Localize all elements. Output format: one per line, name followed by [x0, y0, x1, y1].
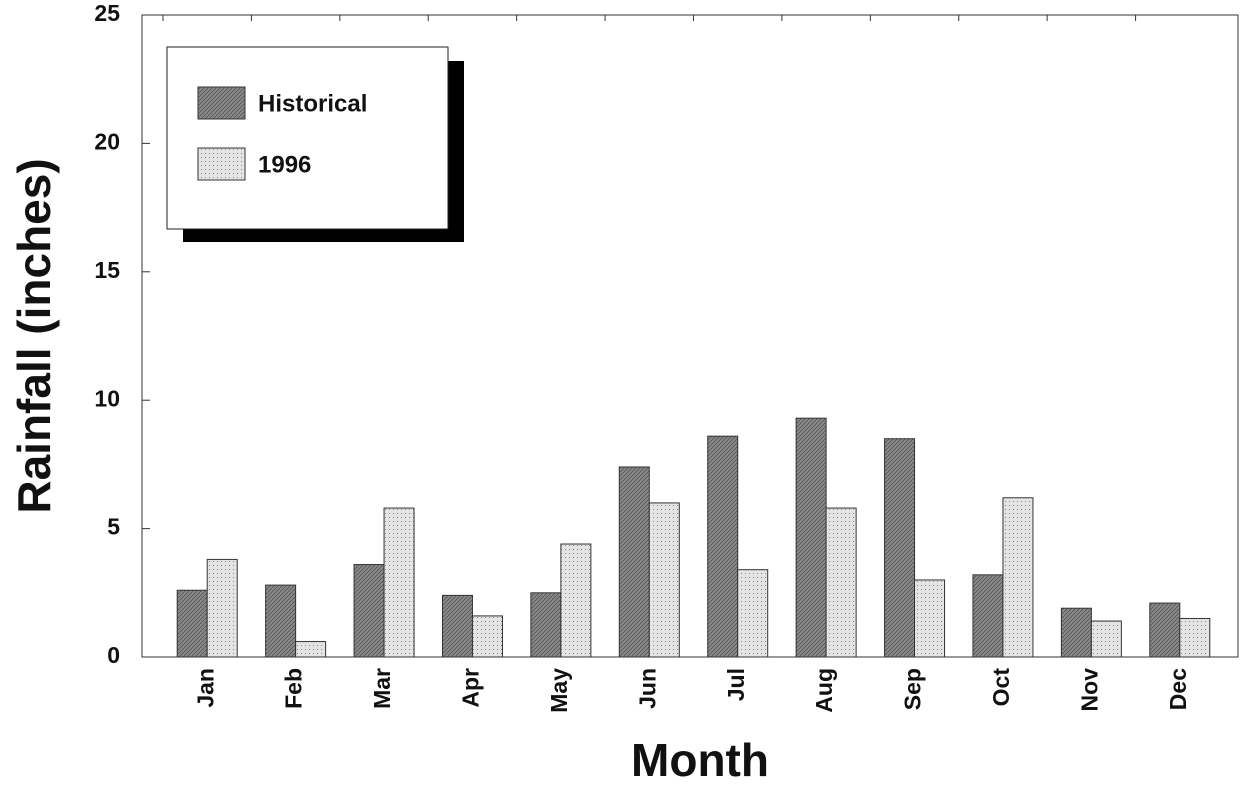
x-tick-label: Jul [723, 668, 749, 701]
bar [441, 594, 473, 658]
bar [265, 584, 297, 658]
y-tick-label: 10 [94, 385, 120, 411]
bar [383, 507, 415, 658]
bar [206, 558, 238, 658]
x-tick-label: Sep [900, 668, 926, 710]
x-tick-label: Jan [192, 668, 218, 708]
bar [1002, 497, 1034, 658]
bar [560, 543, 592, 658]
legend-swatch [197, 86, 246, 120]
bar [295, 641, 327, 658]
bar [618, 466, 650, 658]
x-tick-label: Nov [1076, 668, 1102, 712]
y-tick-label: 15 [94, 257, 120, 283]
bar [1179, 617, 1211, 658]
y-tick-label: 25 [94, 0, 120, 26]
x-tick-label: Apr [458, 668, 484, 708]
bar [471, 615, 503, 658]
bar [884, 438, 916, 658]
bar [795, 417, 827, 658]
bar [1090, 620, 1122, 658]
plot-frame [141, 14, 1239, 658]
x-tick-label: Feb [281, 668, 307, 709]
x-tick-label: Mar [369, 668, 395, 709]
bar [648, 502, 680, 658]
y-tick-label: 5 [107, 514, 120, 540]
bar [707, 435, 739, 658]
bar [972, 574, 1004, 658]
legend-label: 1996 [258, 151, 311, 178]
legend [166, 46, 464, 242]
bar [737, 569, 769, 658]
x-tick-label: Oct [988, 668, 1014, 707]
legend-box [166, 46, 449, 230]
x-tick-label: May [546, 668, 572, 713]
legend-swatch [197, 147, 246, 181]
bar [914, 579, 946, 658]
bar [1060, 607, 1092, 658]
bar [825, 507, 857, 658]
y-tick-label: 0 [107, 642, 120, 668]
bar [1149, 602, 1181, 658]
x-axis-label: Month [631, 734, 769, 786]
bar [176, 589, 208, 658]
x-tick-label: Dec [1165, 668, 1191, 710]
bar [353, 564, 385, 658]
x-tick-label: Aug [811, 668, 837, 713]
legend-label: Historical [258, 90, 367, 117]
y-tick-label: 20 [94, 128, 120, 154]
y-axis-label: Rainfall (inches) [8, 158, 60, 513]
x-tick-label: Jun [634, 668, 660, 709]
bar [530, 592, 562, 658]
